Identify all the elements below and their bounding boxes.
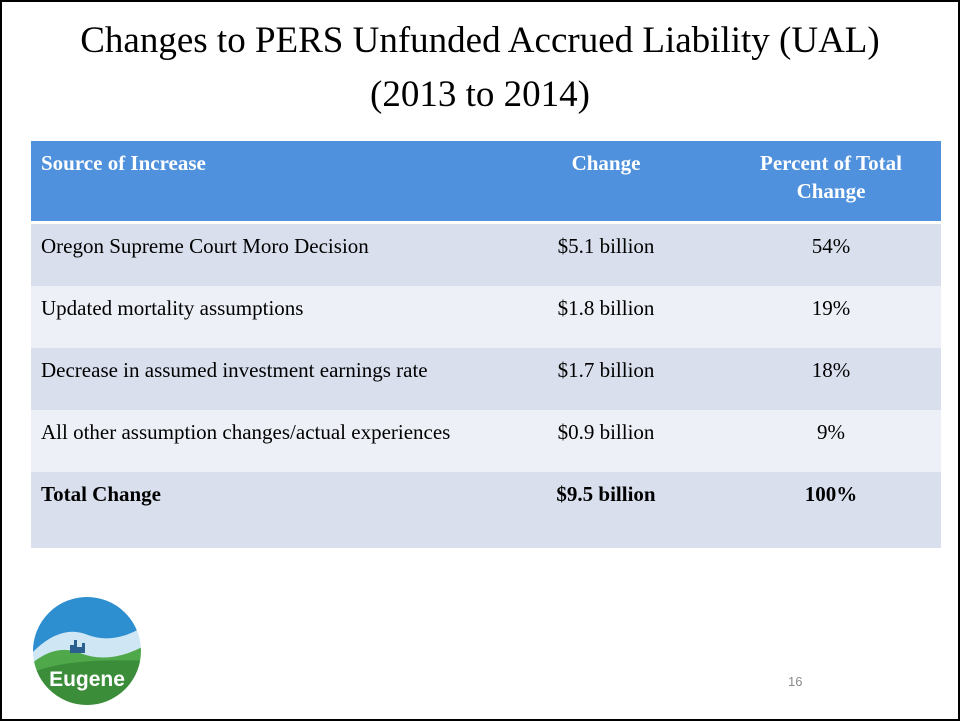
table-cell: $1.7 billion [491, 348, 721, 410]
table-cell: Updated mortality assumptions [31, 286, 491, 348]
table-cell: Decrease in assumed investment earnings … [31, 348, 491, 410]
header-cell: Source of Increase [31, 141, 491, 224]
table-cell: Total Change [31, 472, 491, 548]
table-cell: 100% [721, 472, 941, 548]
table-cell: $1.8 billion [491, 286, 721, 348]
header-cell: Percent of Total Change [721, 141, 941, 224]
logo: Eugene [31, 595, 143, 707]
table-row: All other assumption changes/actual expe… [31, 410, 941, 472]
table-cell: 54% [721, 222, 941, 286]
header-cell: Change [491, 141, 721, 224]
table-cell: Oregon Supreme Court Moro Decision [31, 222, 491, 286]
table-cell: All other assumption changes/actual expe… [31, 410, 491, 472]
table-row: Oregon Supreme Court Moro Decision $5.1 b… [31, 222, 941, 286]
table-cell: 9% [721, 410, 941, 472]
data-table: Source of Increase Change Percent of Total… [31, 141, 941, 548]
header-row: Source of Increase Change Percent of Total… [31, 141, 941, 224]
table-cell: $5.1 billion [491, 222, 721, 286]
table-cell: 19% [721, 286, 941, 348]
page-number: 16 [788, 674, 803, 689]
logo-text: Eugene [49, 668, 125, 691]
table-cell: 18% [721, 348, 941, 410]
total-row: Total Change $9.5 billion 100% [31, 472, 941, 548]
title-line: (2013 to 2014) [370, 74, 590, 115]
slide-title: Changes to PERS Unfunded Accrued Liabili… [2, 14, 958, 122]
table-body: Oregon Supreme Court Moro Decision $5.1 b… [31, 222, 941, 548]
table-cell: $0.9 billion [491, 410, 721, 472]
table-row: Updated mortality assumptions $1.8 billio… [31, 286, 941, 348]
table-cell: $9.5 billion [491, 472, 721, 548]
table-row: Decrease in assumed investment earnings … [31, 348, 941, 410]
title-line: Changes to PERS Unfunded Accrued Liabili… [80, 20, 880, 61]
